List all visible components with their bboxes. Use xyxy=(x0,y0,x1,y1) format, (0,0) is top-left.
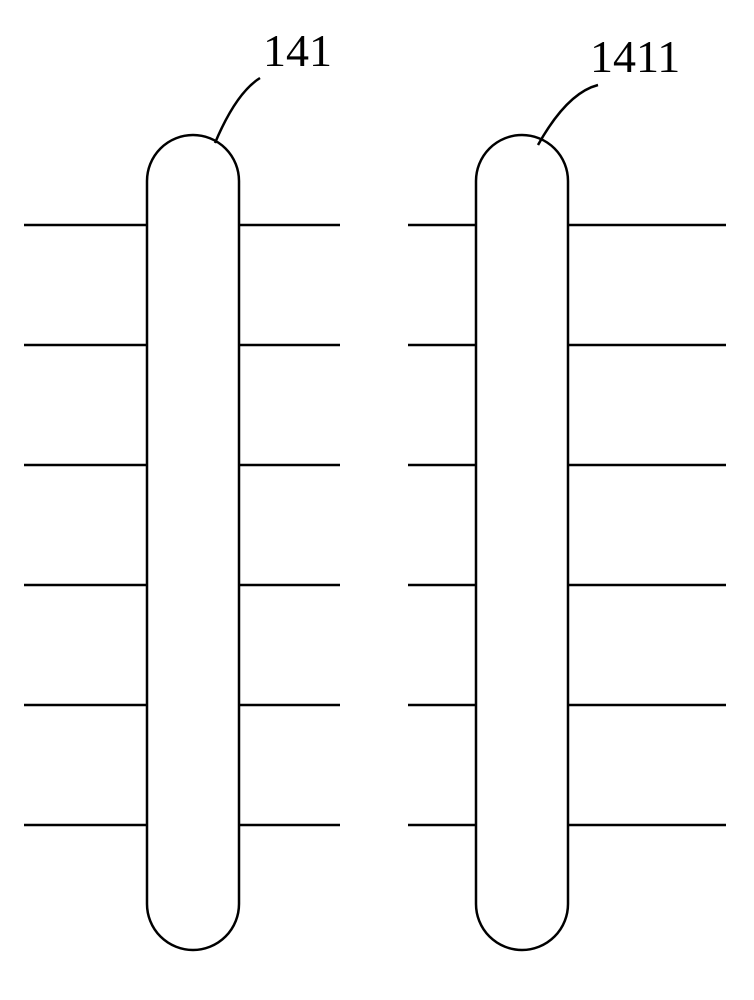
capsule-left xyxy=(147,135,239,950)
callout-label-right: 1411 xyxy=(590,30,680,83)
capsule-right xyxy=(476,135,568,950)
leader-right xyxy=(538,85,598,145)
callout-label-left: 141 xyxy=(263,24,332,77)
leader-left xyxy=(215,78,260,143)
grid-lines xyxy=(24,225,726,825)
